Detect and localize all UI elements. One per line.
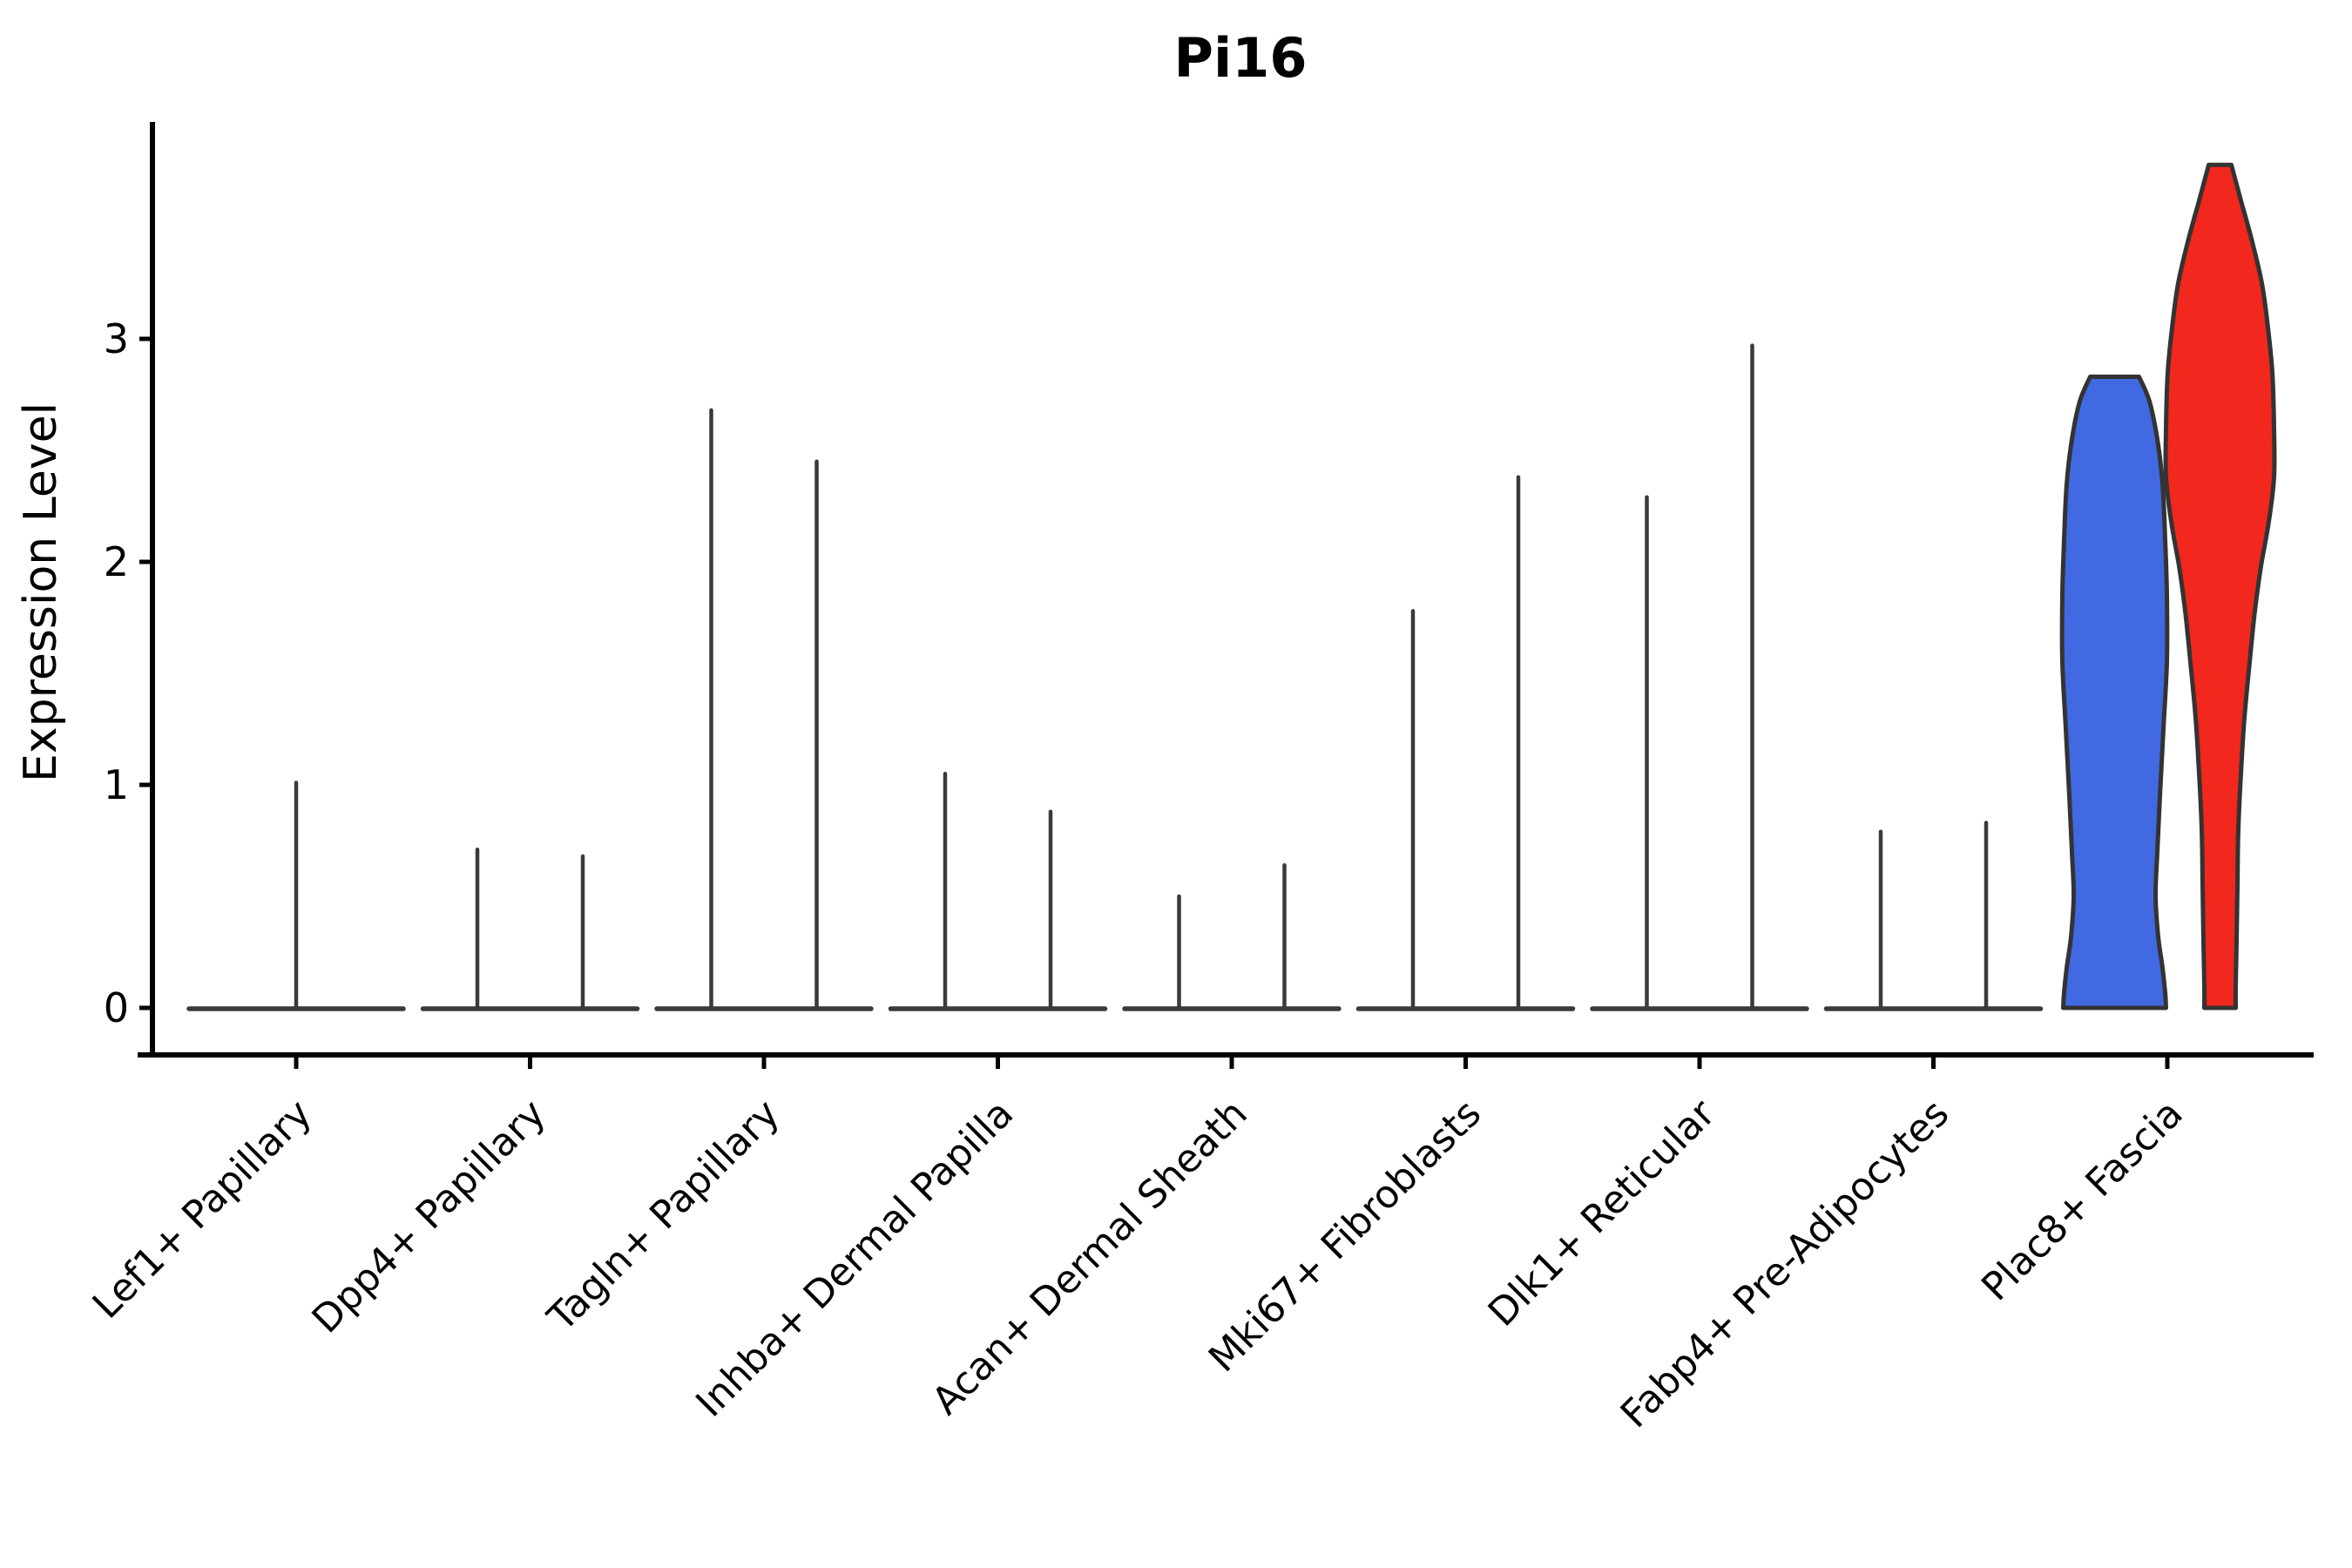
y-tick-label: 1: [104, 761, 129, 808]
x-tick-label: Dlk1+ Reticular: [1480, 1091, 1725, 1335]
y-axis-tick-labels: 0 1 2 3: [104, 315, 129, 1031]
violin-body-red: [2163, 162, 2277, 1010]
y-tick-label: 0: [104, 984, 129, 1031]
x-tick-label: Dpp4+ Papillary: [304, 1092, 555, 1342]
y-axis-label: Expression Level: [15, 402, 67, 782]
violin-marks: [186, 162, 2277, 1011]
x-tick-label: Tagln+ Papillary: [539, 1092, 788, 1341]
violin-body-blue: [2059, 375, 2170, 1010]
x-tick-label: Plac8+ Fascia: [1973, 1092, 2192, 1310]
plot-title: Pi16: [1174, 26, 1308, 90]
y-tick-label: 3: [104, 315, 129, 362]
x-tick-label: Lef1+ Papillary: [84, 1092, 321, 1328]
axes: [138, 122, 2314, 1069]
y-tick-label: 2: [104, 538, 129, 585]
